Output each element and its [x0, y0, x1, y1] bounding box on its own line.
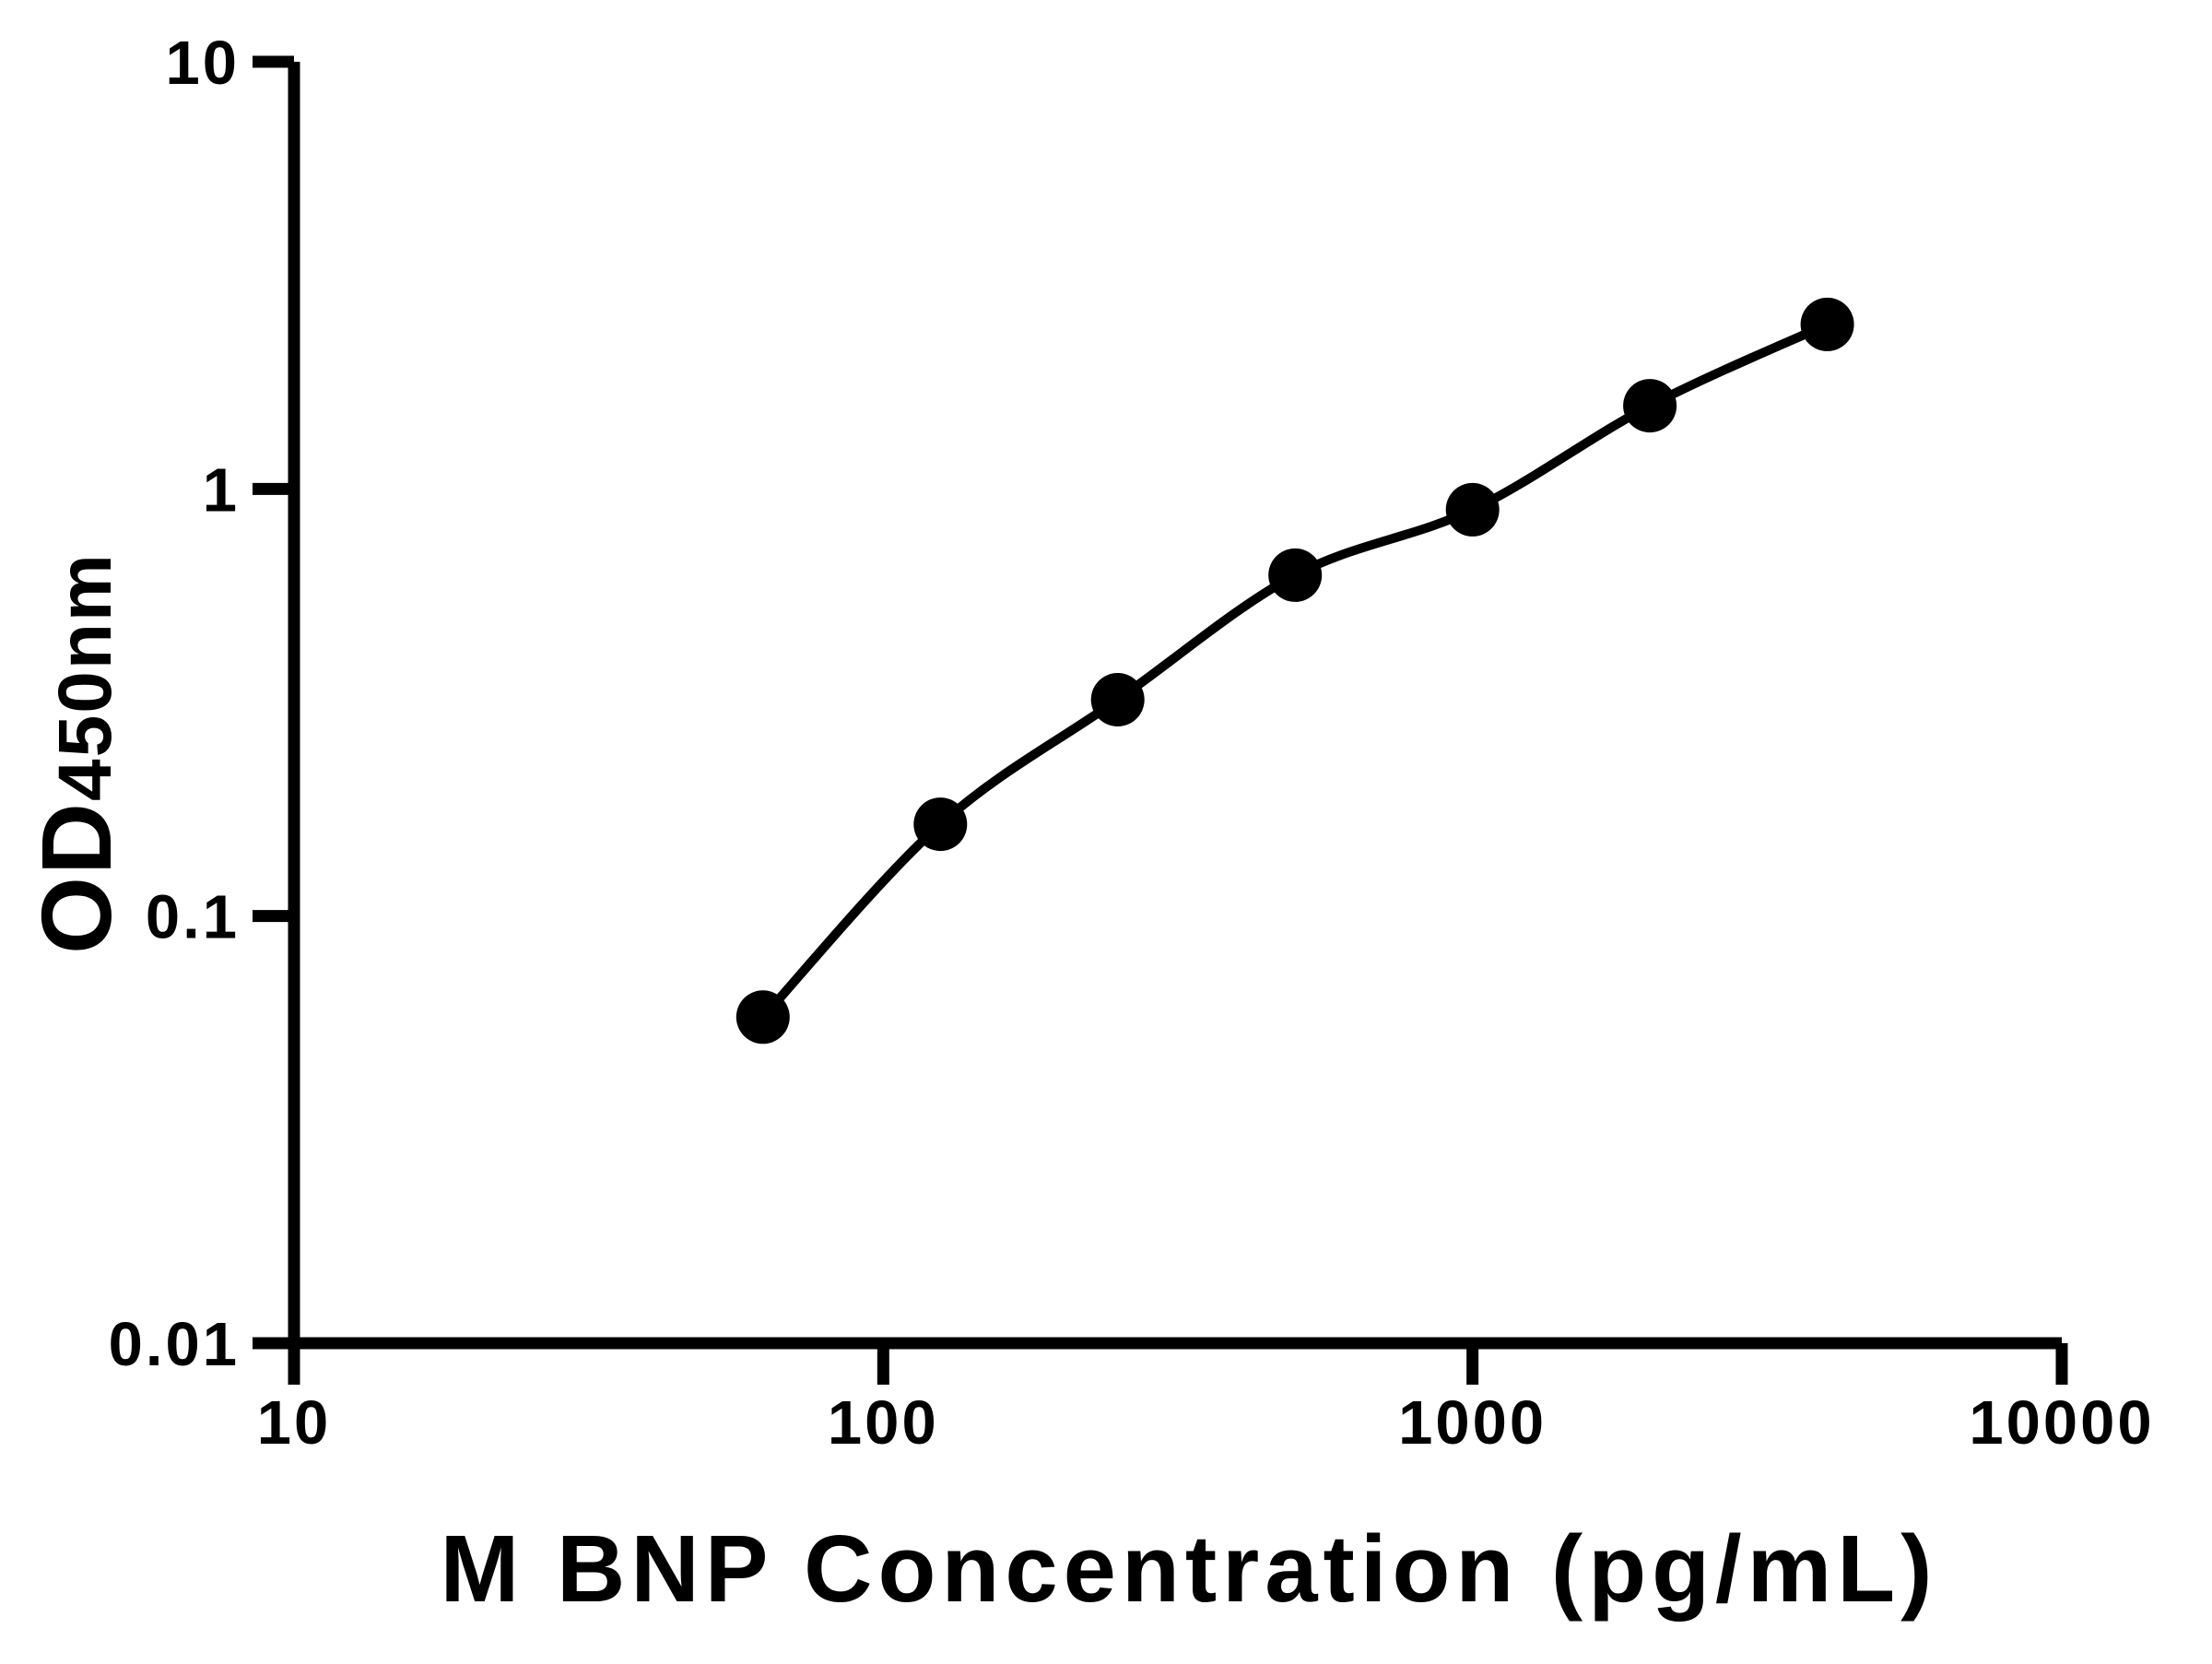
- axes: [253, 55, 2068, 1385]
- data-point: [1623, 379, 1677, 433]
- y-tick-label: 10: [165, 29, 240, 98]
- data-point: [1445, 482, 1500, 537]
- y-axis-ticks: [253, 55, 294, 1350]
- y-axis-title-main: OD: [20, 801, 132, 954]
- x-axis-title: M BNP Concentration (pg/mL): [441, 1516, 1938, 1622]
- axis-spines: [288, 62, 2062, 1350]
- data-point: [913, 797, 968, 852]
- y-axis-title: OD450nm: [20, 552, 132, 954]
- x-tick-label: 1000: [1398, 1388, 1547, 1457]
- data-point: [1800, 297, 1854, 351]
- data-point: [1268, 548, 1323, 602]
- x-tick-label: 100: [828, 1388, 939, 1457]
- y-tick-label: 0.1: [146, 883, 240, 952]
- x-tick-label: 10000: [1969, 1388, 2154, 1457]
- y-tick-label: 1: [203, 455, 240, 525]
- y-tick-label: 0.01: [109, 1310, 240, 1379]
- x-axis-ticks: [288, 1343, 2068, 1385]
- data-point: [1090, 673, 1145, 726]
- data-point: [735, 990, 790, 1044]
- data-points: [735, 297, 1854, 1044]
- curve-line: [759, 320, 1830, 1021]
- y-axis-tick-labels: 10 1 0.1 0.01: [109, 29, 240, 1379]
- x-axis-tick-labels: 10 100 1000 10000: [257, 1388, 2154, 1457]
- y-axis-title-subscript: 450nm: [43, 552, 127, 801]
- x-tick-label: 10: [257, 1388, 332, 1457]
